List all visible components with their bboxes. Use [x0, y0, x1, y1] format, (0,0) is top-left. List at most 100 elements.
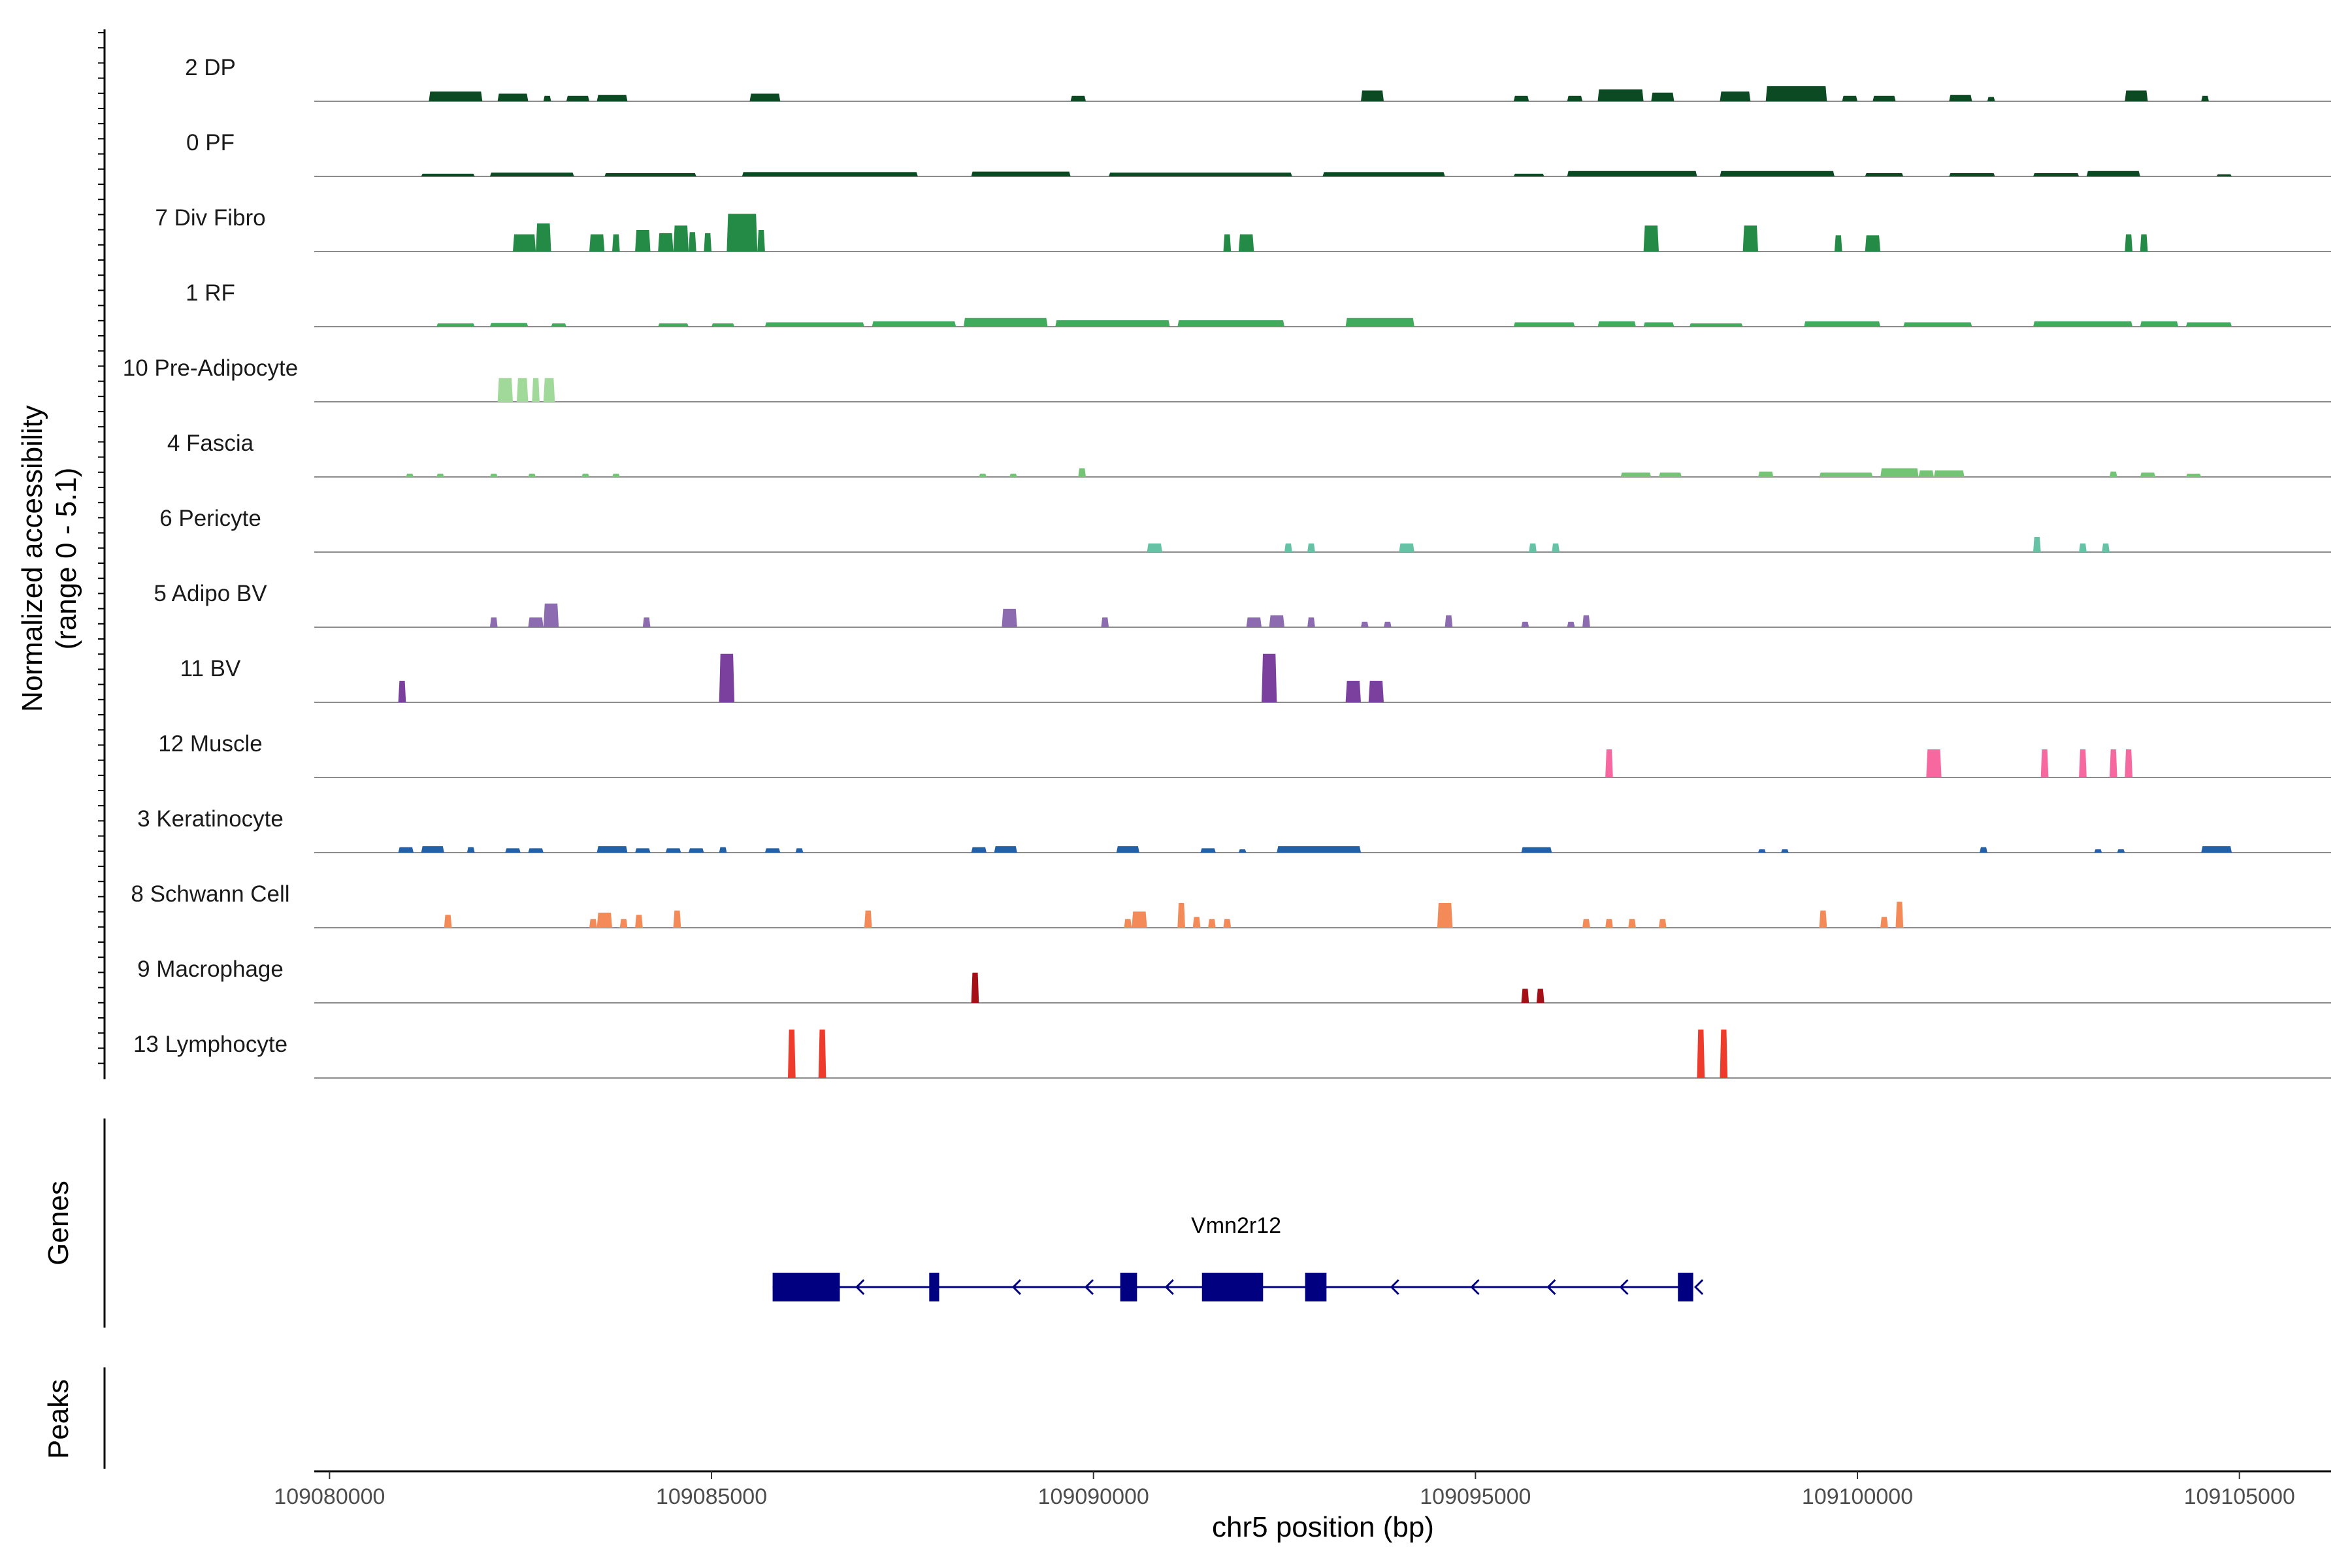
coverage-peak [1567, 621, 1575, 627]
track-12-muscle: 12 Muscle [158, 731, 2331, 778]
track-4-fascia: 4 Fascia [167, 431, 2331, 478]
coverage-peak [528, 474, 536, 477]
track-11-bv: 11 BV [180, 653, 2331, 703]
coverage-peak [1949, 173, 1995, 176]
coverage-peak [1980, 847, 1987, 853]
track-label: 4 Fascia [167, 431, 254, 456]
coverage-peak [864, 910, 872, 928]
coverage-peak [1192, 917, 1201, 928]
x-tick-label: 109105000 [2184, 1484, 2295, 1509]
track-label: 9 Macrophage [137, 956, 284, 982]
coverage-peak [2102, 543, 2110, 552]
coverage-peak [551, 323, 566, 327]
coverage-peak [757, 230, 765, 252]
coverage-peak [2040, 749, 2049, 777]
track-2-dp: 2 DP [185, 55, 2331, 102]
coverage-peak [489, 617, 498, 627]
coverage-peak [1880, 468, 1919, 477]
coverage-peak [2094, 849, 2102, 853]
x-tick-label: 109080000 [274, 1484, 385, 1509]
coverage-peak [1109, 172, 1292, 176]
track-0-pf: 0 PF [186, 130, 2331, 177]
coverage-peak [489, 172, 574, 176]
gene-exon [1120, 1273, 1137, 1301]
coverage-peak [513, 234, 536, 252]
coverage-peak [1720, 1029, 1728, 1078]
track-8-schwann-cell: 8 Schwann Cell [131, 881, 2331, 928]
coverage-peak [1605, 749, 1613, 777]
strand-arrow-icon [1470, 1279, 1480, 1296]
coverage-peak [2033, 321, 2132, 327]
coverage-peak [596, 95, 628, 101]
coverage-peak [2109, 471, 2117, 477]
coverage-peak [1918, 470, 1934, 477]
coverage-peak [971, 972, 979, 1003]
coverage-peak [1368, 681, 1384, 702]
track-label: 13 Lymphocyte [133, 1032, 287, 1057]
coverage-peak [543, 95, 551, 101]
coverage-peak [543, 603, 559, 627]
strand-arrow-icon [1390, 1279, 1399, 1296]
track-10-pre-adipocyte: 10 Pre-Adipocyte [123, 355, 2331, 402]
coverage-peak [516, 378, 529, 402]
coverage-peak [1597, 321, 1636, 327]
coverage-peak [635, 230, 651, 252]
coverage-peak [1345, 681, 1361, 702]
coverage-peak [1567, 171, 1697, 176]
track-label: 8 Schwann Cell [131, 881, 289, 907]
coverage-peak [1643, 322, 1674, 327]
strand-arrow-icon [1164, 1279, 1174, 1296]
coverage-peak [1384, 621, 1392, 627]
coverage-peak [2033, 173, 2080, 176]
x-tick-label: 109095000 [1420, 1484, 1531, 1509]
coverage-peak [2125, 90, 2148, 101]
strand-arrow-icon [1084, 1279, 1094, 1296]
track-7-div-fibro: 7 Div Fibro [155, 205, 2331, 252]
coverage-peak [421, 173, 475, 176]
coverage-peak [1903, 322, 1972, 327]
coverage-peak [1582, 919, 1590, 928]
coverage-peak [2086, 171, 2140, 176]
coverage-peak [2185, 474, 2202, 477]
strand-arrow-icon [1011, 1279, 1021, 1296]
x-tick-label: 109090000 [1038, 1484, 1149, 1509]
coverage-peak [1567, 95, 1583, 101]
y-axis-title-line1: Normalized accessibility [16, 405, 48, 711]
track-label: 6 Pericyte [159, 506, 261, 531]
coverage-peak [1009, 474, 1017, 477]
gene-exon [1305, 1273, 1327, 1301]
coverage-peak [2140, 472, 2156, 477]
coverage-peak [788, 1029, 796, 1078]
coverage-peak [1101, 617, 1109, 627]
coverage-peak [1926, 749, 1942, 777]
coverage-peak [2125, 749, 2132, 777]
coverage-peak [1758, 471, 1774, 477]
coverage-peak [749, 93, 781, 101]
track-3-keratinocyte: 3 Keratinocyte [137, 806, 2331, 853]
coverage-peak [2140, 234, 2148, 252]
track-label: 2 DP [185, 55, 236, 80]
coverage-peak [1819, 910, 1827, 928]
strand-arrow-icon [855, 1279, 865, 1296]
coverage-peak [1895, 902, 1904, 928]
coverage-peak [466, 847, 475, 853]
strand-arrow-icon [1546, 1279, 1556, 1296]
coverage-peak [1880, 917, 1888, 928]
coverage-peak [1246, 617, 1262, 627]
coverage-peak [2109, 749, 2117, 777]
coverage-peak [1819, 472, 1873, 477]
coverage-peak [963, 318, 1048, 327]
coverage-peak [1536, 988, 1544, 1003]
coverage-peak [1597, 89, 1644, 101]
coverage-peak [994, 846, 1017, 853]
x-tick-label: 109085000 [656, 1484, 767, 1509]
coverage-peak [1949, 95, 1972, 101]
coverage-peak [596, 846, 628, 853]
coverage-peak [1643, 225, 1659, 252]
gene-exon [772, 1273, 840, 1301]
coverage-peak [795, 848, 804, 853]
track-13-lymphocyte: 13 Lymphocyte [133, 1029, 2331, 1079]
coverage-peak [1804, 321, 1881, 327]
coverage-peak [1513, 173, 1544, 176]
coverage-peak [1445, 615, 1453, 627]
